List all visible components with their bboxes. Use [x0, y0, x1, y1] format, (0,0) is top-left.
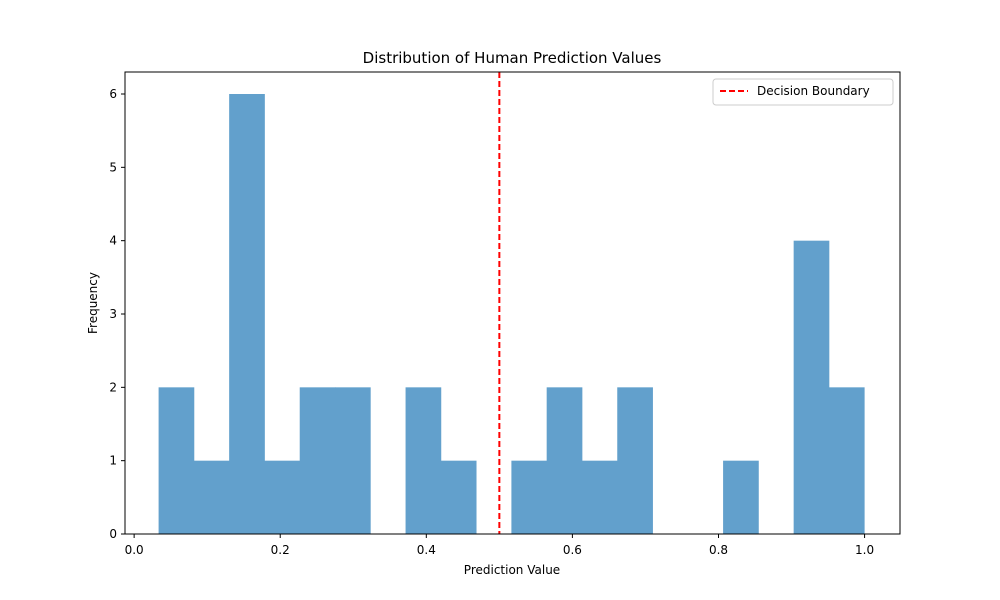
histogram-bar [193, 460, 230, 534]
histogram-bar [299, 387, 336, 534]
x-tick-label: 0.4 [417, 543, 436, 557]
y-tick-label: 1 [109, 454, 117, 468]
histogram-bar [229, 94, 265, 534]
x-tick-label: 0.2 [271, 543, 290, 557]
histogram-bar [158, 387, 195, 534]
y-tick-label: 4 [109, 234, 117, 248]
legend-boundary-label: Decision Boundary [757, 84, 870, 98]
bars-group [158, 94, 865, 535]
y-axis-label: Frequency [86, 272, 100, 334]
histogram-bar [511, 460, 548, 534]
histogram-bar [264, 460, 301, 534]
legend: Decision Boundary [712, 78, 894, 106]
histogram-bar [405, 387, 442, 534]
histogram-bar [335, 387, 371, 534]
y-tick-label: 2 [109, 380, 117, 394]
x-axis-ticks: 0.0 0.2 0.4 0.6 0.8 1.0 [125, 534, 874, 557]
x-tick-label: 0.8 [709, 543, 728, 557]
histogram-bar [440, 460, 477, 534]
x-tick-label: 0.0 [125, 543, 144, 557]
histogram-bar [828, 387, 865, 534]
x-axis-label: Prediction Value [464, 563, 560, 577]
histogram-bar [581, 460, 618, 534]
plot-frame [124, 71, 901, 535]
y-tick-label: 6 [109, 87, 117, 101]
legend-box [712, 78, 894, 106]
y-tick-label: 0 [109, 527, 117, 541]
y-tick-label: 3 [109, 307, 117, 321]
y-tick-label: 5 [109, 160, 117, 174]
y-axis-ticks: 0 1 2 3 4 5 6 [109, 87, 125, 541]
histogram-bar [793, 240, 830, 535]
x-tick-label: 0.6 [563, 543, 582, 557]
histogram-bar [546, 387, 583, 534]
chart-title: Distribution of Human Prediction Values [363, 49, 662, 67]
histogram-bar [617, 387, 653, 534]
x-tick-label: 1.0 [855, 543, 874, 557]
histogram-bar [723, 460, 759, 534]
